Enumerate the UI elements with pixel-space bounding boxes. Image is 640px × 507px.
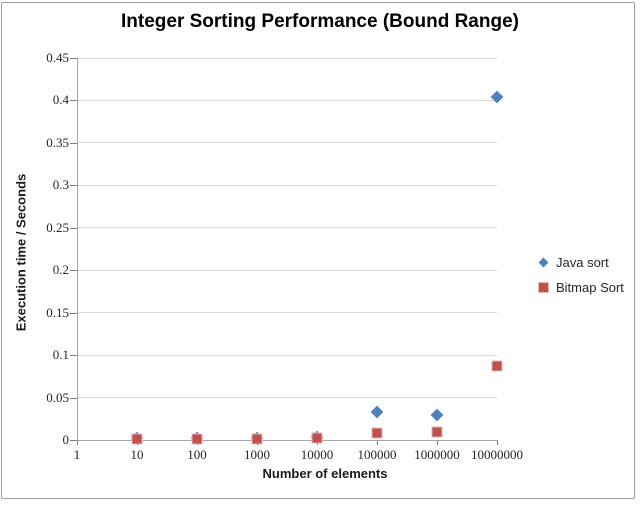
data-point-bitmap-sort [371, 427, 383, 439]
legend: Java sort Bitmap Sort [538, 250, 624, 300]
y-tick-label: 0.35 [46, 134, 69, 150]
legend-item-java-sort: Java sort [538, 250, 624, 275]
y-axis-tick [70, 355, 77, 357]
data-point-bitmap-sort [491, 360, 503, 372]
x-tick-label: 1000000 [414, 447, 460, 462]
y-tick-label: 0.25 [46, 219, 69, 235]
bitmap-sort-square-icon [538, 282, 549, 293]
chart-border [1, 2, 635, 499]
x-axis-tick [437, 441, 438, 445]
x-axis-tick [197, 441, 198, 445]
y-axis-tick [70, 185, 77, 187]
gridline [77, 142, 497, 144]
y-axis-line [77, 58, 78, 441]
x-tick-label: 10000000 [471, 447, 523, 462]
y-tick-label: 0 [62, 432, 70, 447]
y-axis-tick [70, 58, 77, 59]
gridline [77, 184, 497, 186]
data-point-java-sort [370, 405, 384, 419]
y-tick-label: 0.4 [52, 92, 69, 108]
x-axis-tick [497, 441, 498, 445]
gridline [77, 397, 497, 399]
y-tick-label: 0.2 [52, 262, 69, 278]
chart-title: Integer Sorting Performance (Bound Range… [121, 11, 519, 32]
x-axis-title: Number of elements [262, 466, 388, 481]
y-tick-label: 0.1 [52, 347, 69, 363]
x-tick-label: 10000 [300, 447, 334, 462]
x-axis-tick [77, 441, 78, 445]
gridline [77, 227, 497, 229]
x-tick-label: 100000 [357, 447, 397, 462]
gridline [77, 99, 497, 101]
legend-item-bitmap-sort: Bitmap Sort [538, 275, 624, 300]
x-axis-tick [257, 441, 258, 445]
data-point-bitmap-sort [431, 426, 443, 437]
y-axis-tick [70, 270, 77, 272]
y-tick-label: 0.3 [52, 177, 69, 193]
legend-label-java-sort: Java sort [556, 255, 609, 270]
x-tick-label: 100 [187, 447, 207, 462]
x-tick-label: 1 [73, 447, 81, 462]
gridline [77, 57, 497, 59]
y-axis-tick [70, 440, 77, 441]
gridline [77, 312, 497, 314]
x-axis-tick [137, 441, 138, 445]
x-tick-label: 1000 [244, 447, 270, 462]
java-sort-diamond-icon [538, 257, 549, 268]
x-axis-line [77, 440, 498, 441]
y-axis-tick [70, 142, 77, 144]
y-axis-tick [70, 312, 77, 314]
y-axis-tick [70, 397, 77, 399]
y-axis-tick [70, 227, 77, 229]
plot-area [77, 57, 504, 445]
legend-label-bitmap-sort: Bitmap Sort [556, 280, 624, 295]
x-axis-tick [317, 441, 318, 445]
gridline [77, 269, 497, 271]
data-point-java-sort [430, 408, 444, 421]
x-tick-label: 10 [130, 447, 144, 462]
y-tick-label: 0.15 [46, 304, 69, 320]
y-tick-label: 0.45 [46, 50, 69, 65]
y-tick-label: 0.05 [46, 389, 69, 405]
gridline [77, 354, 497, 356]
x-axis-tick [377, 441, 378, 445]
y-axis-tick [70, 100, 77, 102]
